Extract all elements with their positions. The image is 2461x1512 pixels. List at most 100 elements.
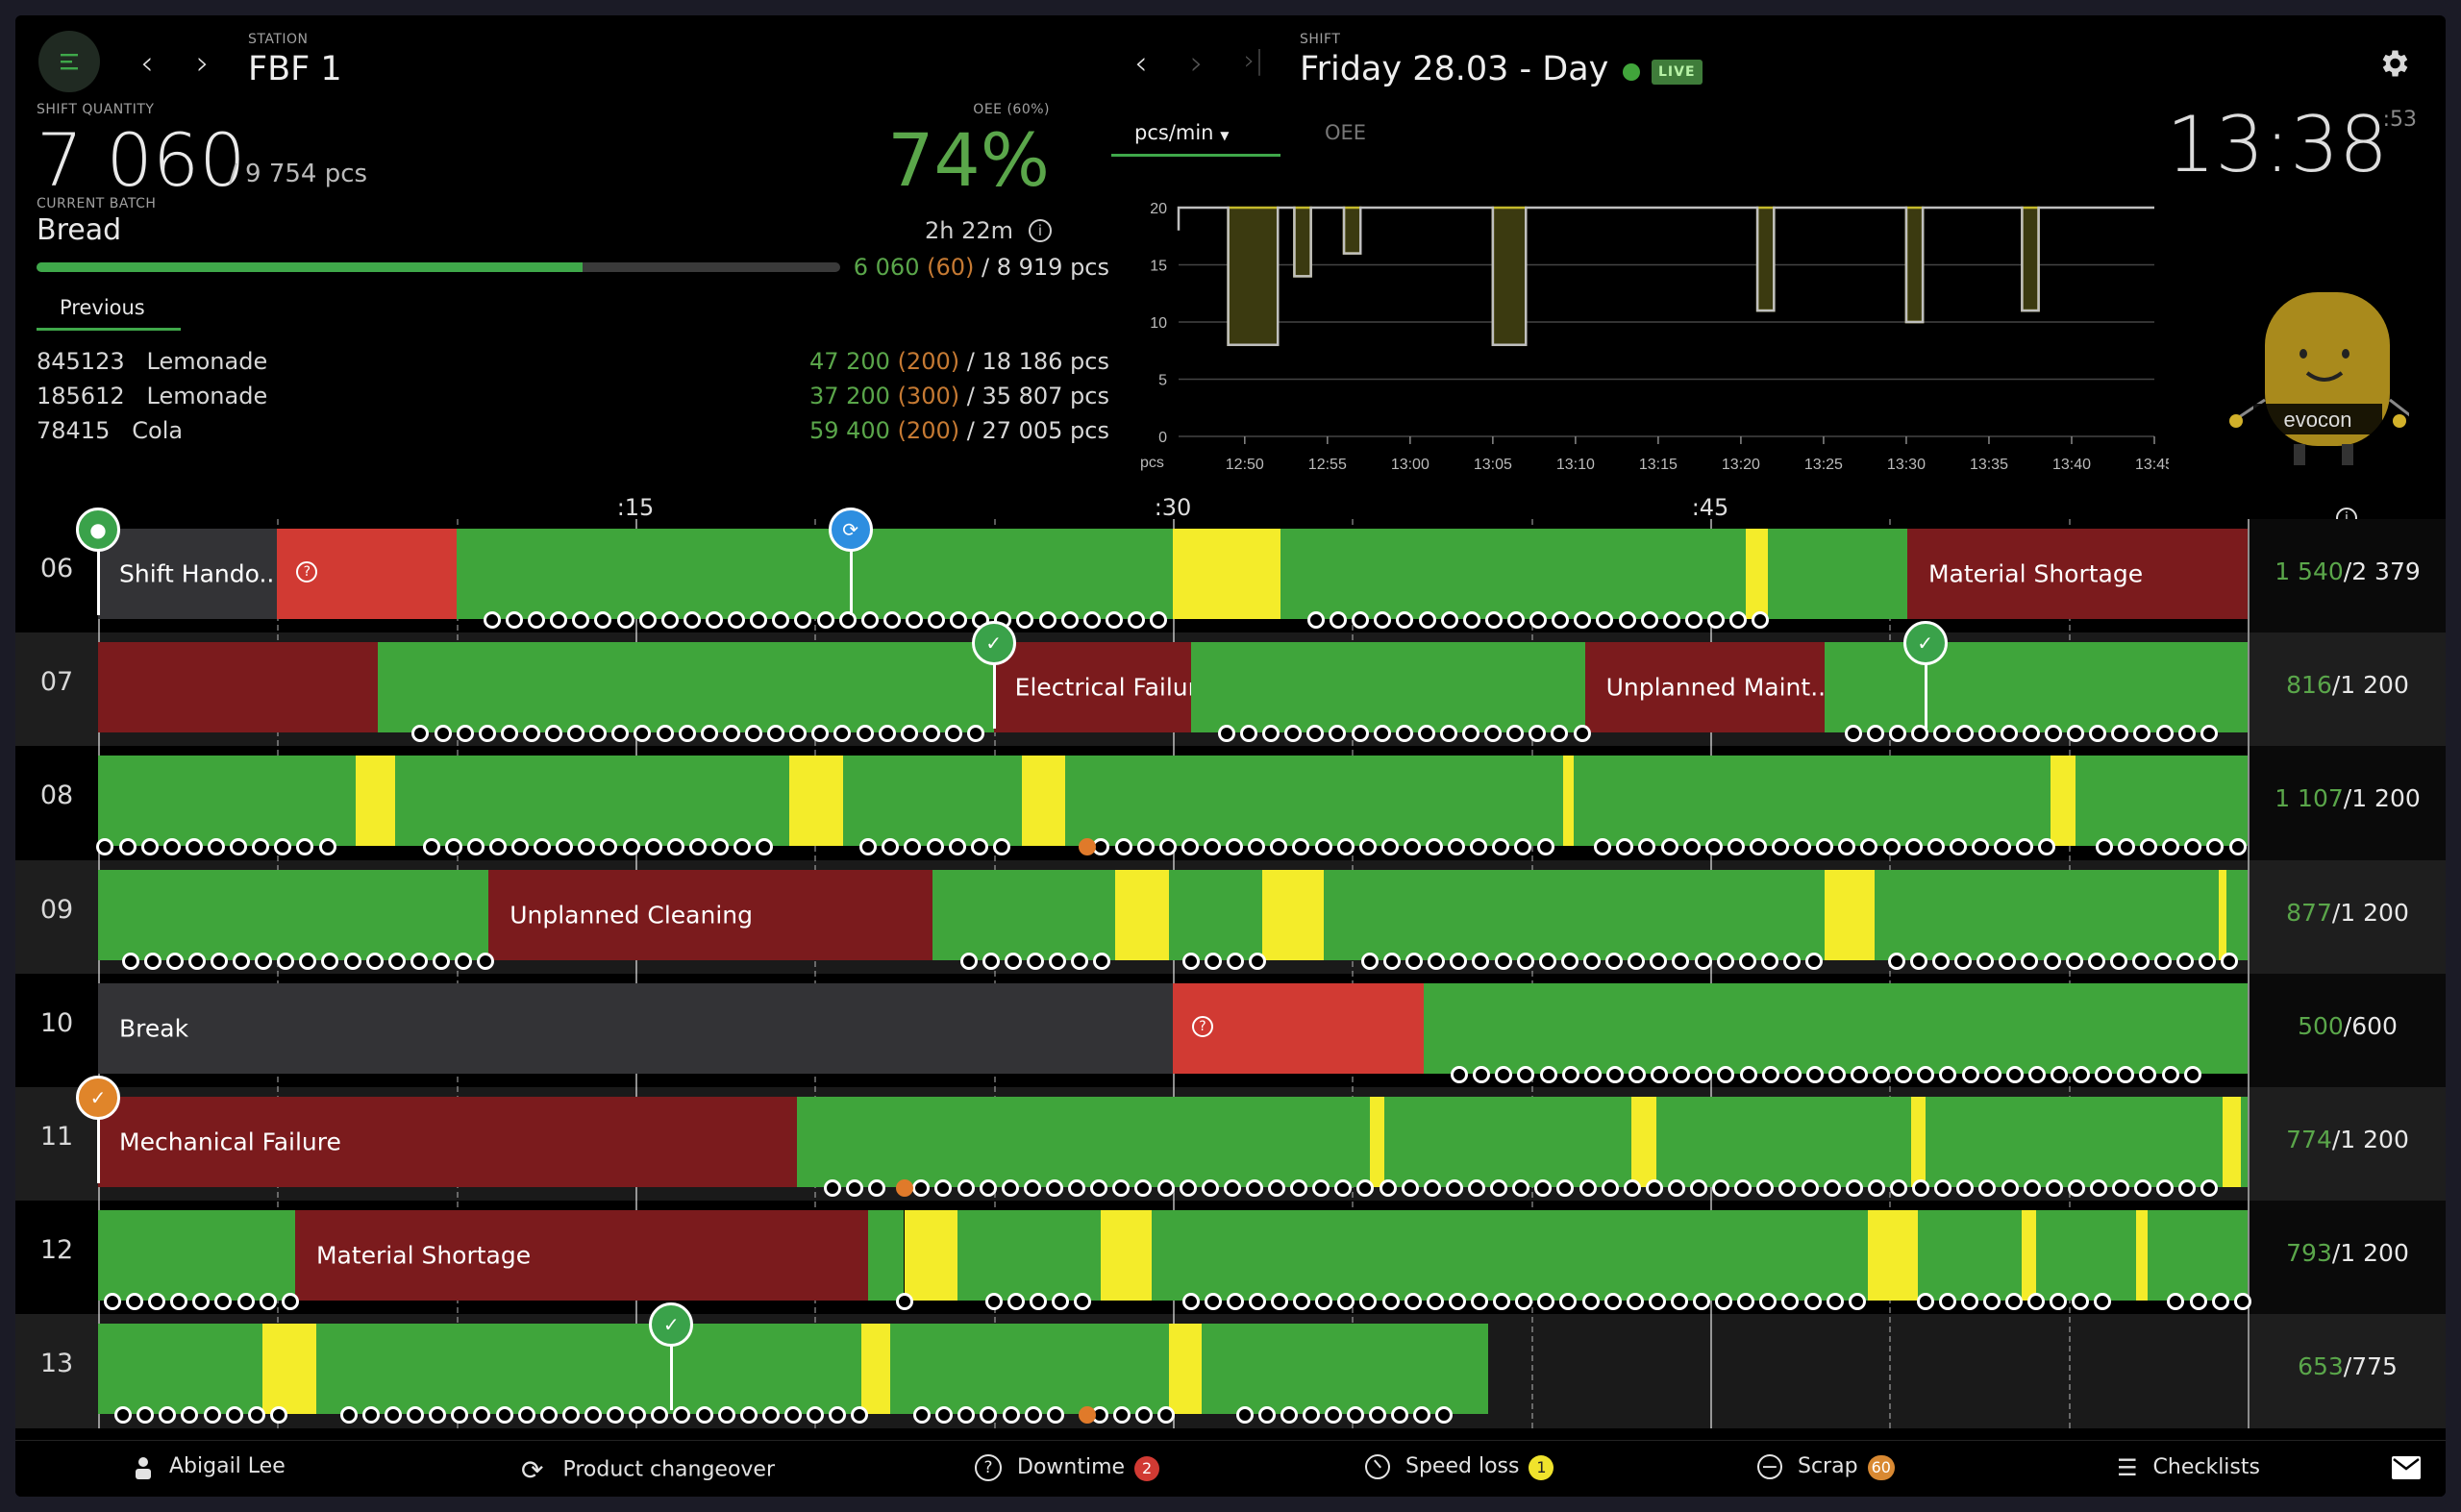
running-segment[interactable] [1065,756,1564,847]
running-segment[interactable] [98,1324,263,1415]
count-marker [882,838,900,856]
speed-loss-button[interactable]: Speed loss 1 [1365,1454,1554,1480]
prev-shift-chevron-icon[interactable]: ‹ [1134,44,1148,83]
mail-icon[interactable] [2392,1456,2421,1483]
scrap-marker[interactable] [895,1179,913,1197]
running-segment[interactable] [1875,869,2220,960]
planned-stop-segment[interactable]: Break [98,982,1173,1074]
next-station-chevron-icon[interactable]: › [196,44,210,83]
running-segment[interactable] [456,529,1173,619]
speed-loss-segment[interactable] [1022,756,1066,847]
scrap-marker[interactable] [1078,838,1096,856]
speed-loss-segment[interactable] [356,756,396,847]
downtime-button[interactable]: ? Downtime 2 [975,1454,1160,1481]
speed-loss-segment[interactable] [1563,756,1575,847]
running-segment[interactable] [1383,1097,1631,1187]
running-segment[interactable] [932,869,1116,960]
running-segment[interactable] [98,869,489,960]
event-pin[interactable]: ✓ [76,1076,120,1120]
downtime-segment[interactable]: Material Shortage [294,1210,869,1301]
running-segment[interactable] [843,756,1023,847]
running-segment[interactable] [395,756,790,847]
running-segment[interactable] [2076,756,2248,847]
running-segment[interactable] [1825,642,2248,733]
running-segment[interactable] [796,1097,1370,1187]
tab-pcs-per-min[interactable]: pcs/min ▼ [1134,121,1229,144]
speed-loss-segment[interactable] [2219,869,2226,960]
operator-button[interactable]: Abigail Lee [135,1454,286,1479]
speed-loss-segment[interactable] [1115,869,1170,960]
running-segment[interactable] [1190,642,1585,733]
running-segment[interactable] [377,642,994,733]
speed-loss-segment[interactable] [2022,1210,2037,1301]
running-segment[interactable] [2036,1210,2137,1301]
event-pin-stem [1924,634,1927,730]
event-pin[interactable]: ✓ [1902,621,1948,666]
running-segment[interactable] [1925,1097,2223,1187]
hour-good-count: 793 [2286,1239,2332,1268]
speed-loss-segment[interactable] [1631,1097,1657,1187]
speed-loss-segment[interactable] [789,756,844,847]
scrap-marker[interactable] [1078,1406,1096,1425]
downtime-segment[interactable]: Mechanical Failure [98,1097,797,1187]
speed-loss-segment[interactable] [1867,1210,1919,1301]
speed-loss-segment[interactable] [1262,869,1324,960]
speed-loss-segment[interactable] [1369,1097,1384,1187]
info-icon[interactable]: i [1029,219,1052,242]
running-segment[interactable] [1323,869,1826,960]
event-pin[interactable]: ✓ [649,1302,694,1348]
speed-loss-segment[interactable] [860,1324,890,1415]
scrap-button[interactable]: − Scrap 60 [1757,1454,1895,1480]
running-segment[interactable] [1574,756,2051,847]
count-marker [2095,838,2113,856]
downtime-segment[interactable] [98,642,378,733]
tab-oee[interactable]: OEE [1325,121,1367,144]
count-marker [1268,1179,1286,1197]
running-segment[interactable] [889,1324,1170,1415]
running-segment[interactable] [98,1210,295,1301]
running-segment[interactable] [98,756,357,847]
event-pin[interactable]: ⟳ [828,508,873,552]
event-pin[interactable]: ✓ [971,621,1016,666]
running-segment[interactable] [1280,529,1747,619]
downtime-segment[interactable]: Electrical Failure [993,642,1191,733]
speed-loss-segment[interactable] [1910,1097,1926,1187]
running-segment[interactable] [1656,1097,1911,1187]
speed-loss-segment[interactable] [2222,1097,2241,1187]
running-segment[interactable] [2225,869,2248,960]
unregistered-stop-segment[interactable]: ? [277,529,457,619]
running-segment[interactable] [1151,1210,1868,1301]
menu-button[interactable] [38,31,100,92]
speed-loss-segment[interactable] [2051,756,2076,847]
speed-loss-segment[interactable] [1746,529,1768,619]
speed-loss-segment[interactable] [1101,1210,1152,1301]
running-segment[interactable] [1767,529,1907,619]
planned-stop-segment[interactable]: Shift Hando... [98,529,278,619]
speed-loss-segment[interactable] [1173,529,1280,619]
speed-loss-segment[interactable] [904,1210,958,1301]
running-segment[interactable] [1918,1210,2023,1301]
settings-gear-icon[interactable] [2376,46,2411,85]
event-pin[interactable]: ● [76,508,120,552]
running-segment[interactable] [868,1210,905,1301]
speed-loss-segment[interactable] [262,1324,317,1415]
tab-previous[interactable]: Previous [60,296,145,319]
running-segment[interactable] [1169,869,1263,960]
running-segment[interactable] [1423,982,2248,1074]
changeover-button[interactable]: ⟳ Product changeover [521,1454,775,1486]
running-segment[interactable] [957,1210,1102,1301]
prev-station-chevron-icon[interactable]: ‹ [140,44,154,83]
running-segment[interactable] [1201,1324,1488,1415]
running-segment[interactable] [316,1324,861,1415]
downtime-segment[interactable]: Unplanned Maint... [1584,642,1826,733]
speed-loss-segment[interactable] [1825,869,1876,960]
downtime-segment[interactable]: Material Shortage [1906,529,2248,619]
running-segment[interactable] [2240,1097,2248,1187]
speed-loss-segment[interactable] [1169,1324,1202,1415]
checklists-button[interactable]: ☰ Checklists [2117,1454,2260,1481]
changeover-label: Product changeover [562,1457,776,1482]
speed-loss-segment[interactable] [2136,1210,2148,1301]
downtime-segment[interactable]: Unplanned Cleaning [488,869,933,960]
unregistered-stop-segment[interactable]: ? [1173,982,1424,1074]
running-segment[interactable] [2147,1210,2248,1301]
